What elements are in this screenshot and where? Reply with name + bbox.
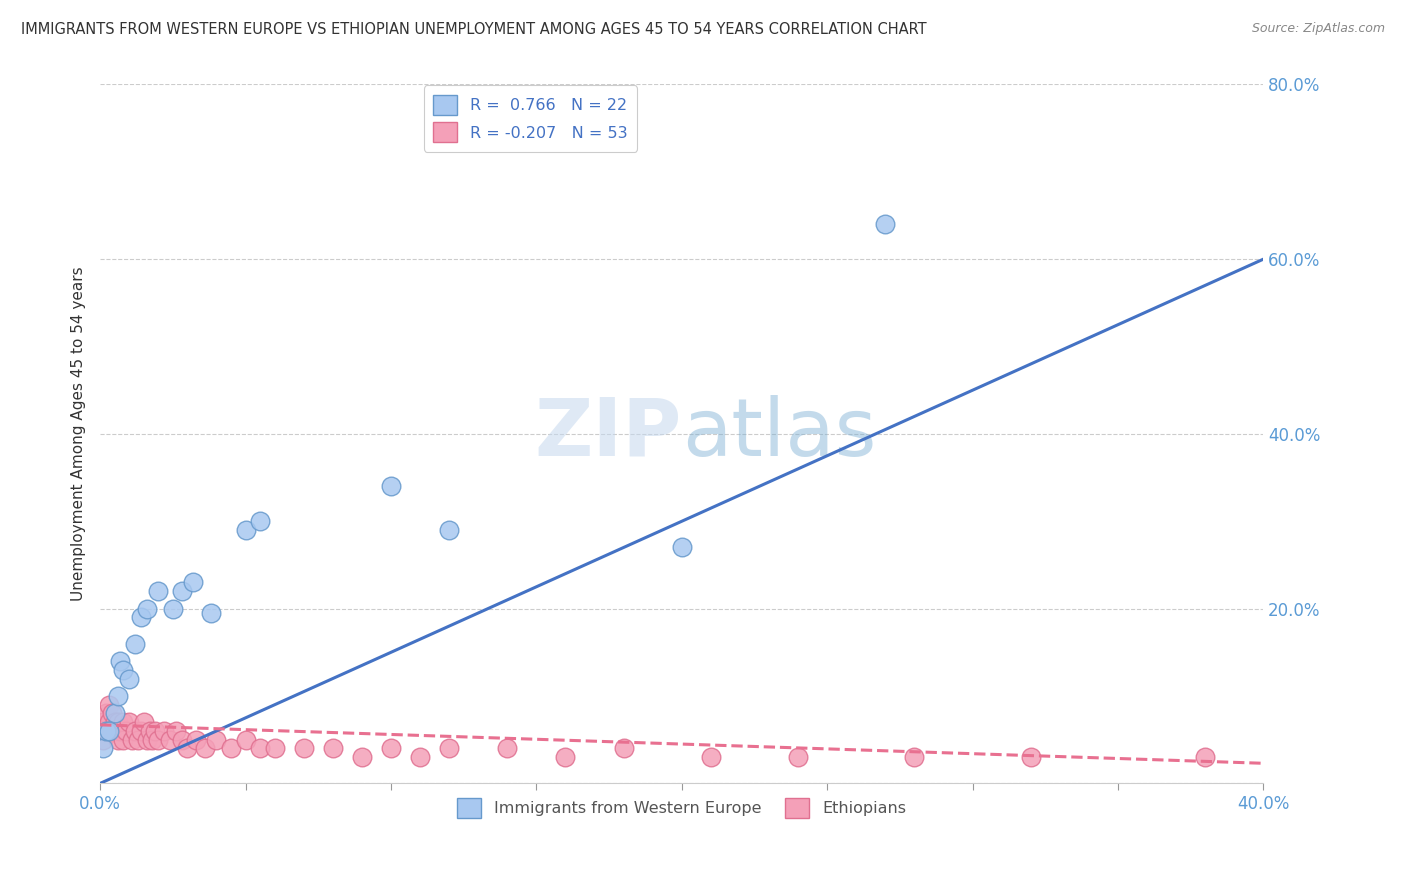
Text: ZIP: ZIP xyxy=(534,395,682,473)
Point xyxy=(1194,750,1216,764)
Point xyxy=(153,723,176,738)
Point xyxy=(91,715,114,730)
Text: Source: ZipAtlas.com: Source: ZipAtlas.com xyxy=(1251,22,1385,36)
Point xyxy=(145,723,167,738)
Point xyxy=(135,732,157,747)
Point xyxy=(135,601,157,615)
Point xyxy=(91,732,114,747)
Point xyxy=(671,541,693,555)
Point xyxy=(380,479,402,493)
Point xyxy=(107,689,129,703)
Point xyxy=(94,723,117,738)
Point xyxy=(132,715,155,730)
Point xyxy=(141,732,163,747)
Point xyxy=(100,706,122,721)
Text: atlas: atlas xyxy=(682,395,876,473)
Point xyxy=(1019,750,1042,764)
Point xyxy=(170,732,193,747)
Point xyxy=(205,732,228,747)
Point xyxy=(219,741,242,756)
Point xyxy=(235,523,257,537)
Point xyxy=(875,217,897,231)
Point xyxy=(554,750,576,764)
Point xyxy=(409,750,432,764)
Point xyxy=(104,706,127,721)
Point xyxy=(437,523,460,537)
Text: IMMIGRANTS FROM WESTERN EUROPE VS ETHIOPIAN UNEMPLOYMENT AMONG AGES 45 TO 54 YEA: IMMIGRANTS FROM WESTERN EUROPE VS ETHIOP… xyxy=(21,22,927,37)
Point xyxy=(97,723,120,738)
Point xyxy=(437,741,460,756)
Point xyxy=(129,610,152,624)
Point xyxy=(165,723,187,738)
Point xyxy=(104,723,127,738)
Point xyxy=(148,732,170,747)
Point xyxy=(380,741,402,756)
Point xyxy=(129,723,152,738)
Point xyxy=(496,741,519,756)
Point xyxy=(350,750,373,764)
Point xyxy=(124,723,146,738)
Point xyxy=(112,715,135,730)
Point xyxy=(110,654,132,668)
Point xyxy=(115,723,138,738)
Point xyxy=(700,750,723,764)
Point xyxy=(200,606,222,620)
Point xyxy=(97,715,120,730)
Point xyxy=(124,637,146,651)
Y-axis label: Unemployment Among Ages 45 to 54 years: Unemployment Among Ages 45 to 54 years xyxy=(72,267,86,601)
Point xyxy=(170,584,193,599)
Point xyxy=(148,584,170,599)
Point xyxy=(292,741,315,756)
Point xyxy=(176,741,198,756)
Point xyxy=(94,706,117,721)
Point xyxy=(903,750,925,764)
Point xyxy=(249,514,271,528)
Point xyxy=(194,741,217,756)
Point xyxy=(613,741,636,756)
Point xyxy=(112,663,135,677)
Point xyxy=(100,723,122,738)
Point xyxy=(138,723,160,738)
Point xyxy=(322,741,344,756)
Point xyxy=(118,672,141,686)
Point xyxy=(104,715,127,730)
Point xyxy=(97,698,120,712)
Point xyxy=(181,575,204,590)
Point xyxy=(107,732,129,747)
Point xyxy=(121,732,143,747)
Point xyxy=(118,715,141,730)
Point xyxy=(159,732,181,747)
Point xyxy=(235,732,257,747)
Point xyxy=(110,723,132,738)
Point xyxy=(787,750,810,764)
Point xyxy=(184,732,207,747)
Point xyxy=(107,715,129,730)
Point xyxy=(127,732,149,747)
Point xyxy=(263,741,285,756)
Legend: Immigrants from Western Europe, Ethiopians: Immigrants from Western Europe, Ethiopia… xyxy=(451,792,912,824)
Point xyxy=(91,741,114,756)
Point xyxy=(112,732,135,747)
Point xyxy=(249,741,271,756)
Point xyxy=(162,601,184,615)
Point xyxy=(94,723,117,738)
